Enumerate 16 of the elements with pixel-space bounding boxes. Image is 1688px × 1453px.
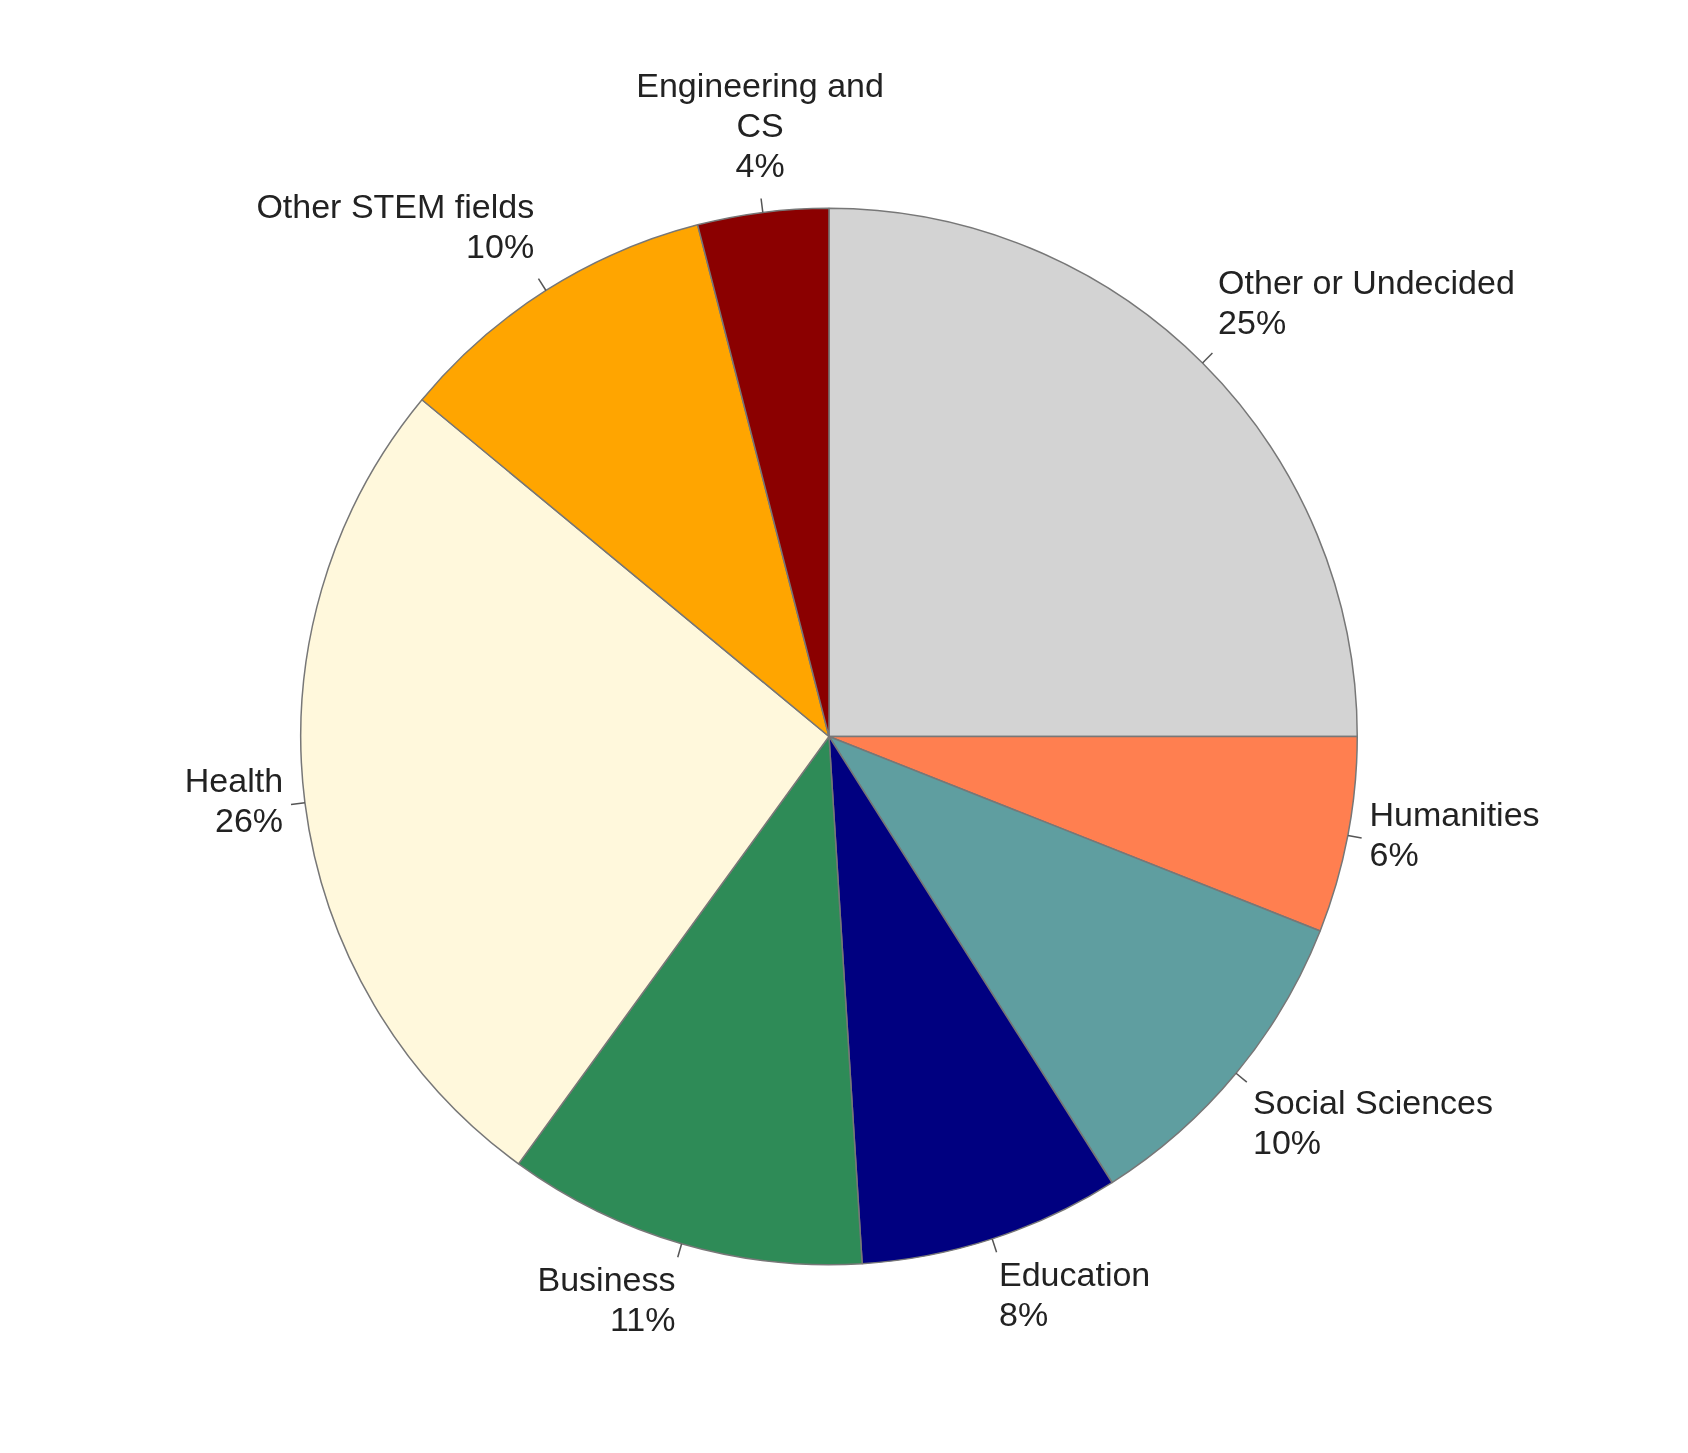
slice-label: Engineering and CS (636, 65, 884, 144)
data-label: 4% (735, 145, 785, 184)
slice-label: Social Sciences (1252, 1082, 1493, 1121)
data-label: 6% (1369, 834, 1419, 873)
data-label: 26% (215, 800, 284, 839)
slice-label: Health (184, 760, 284, 799)
data-label: 10% (466, 227, 535, 266)
slice-label: Business (537, 1260, 676, 1299)
slice-label: Other STEM fields (256, 187, 535, 226)
data-label: 25% (1218, 302, 1287, 341)
data-label: 10% (1252, 1122, 1322, 1161)
slice-label: Humanities (1369, 794, 1540, 833)
slice-label: Education (999, 1255, 1151, 1294)
data-label: 11% (609, 1300, 676, 1339)
data-label: 8% (999, 1295, 1049, 1334)
slice-label: Other or Undecided (1218, 262, 1515, 301)
